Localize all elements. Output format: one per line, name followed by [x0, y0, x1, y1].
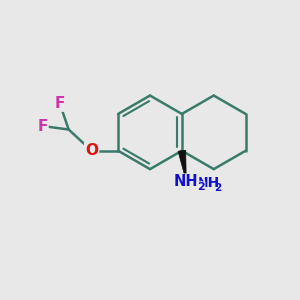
Text: NH: NH	[196, 176, 220, 190]
Text: O: O	[85, 143, 98, 158]
Polygon shape	[178, 150, 186, 182]
Text: 2: 2	[197, 182, 205, 192]
Text: 2: 2	[214, 183, 221, 193]
Text: F: F	[38, 118, 48, 134]
Text: NH: NH	[174, 174, 199, 189]
Text: F: F	[55, 96, 65, 111]
